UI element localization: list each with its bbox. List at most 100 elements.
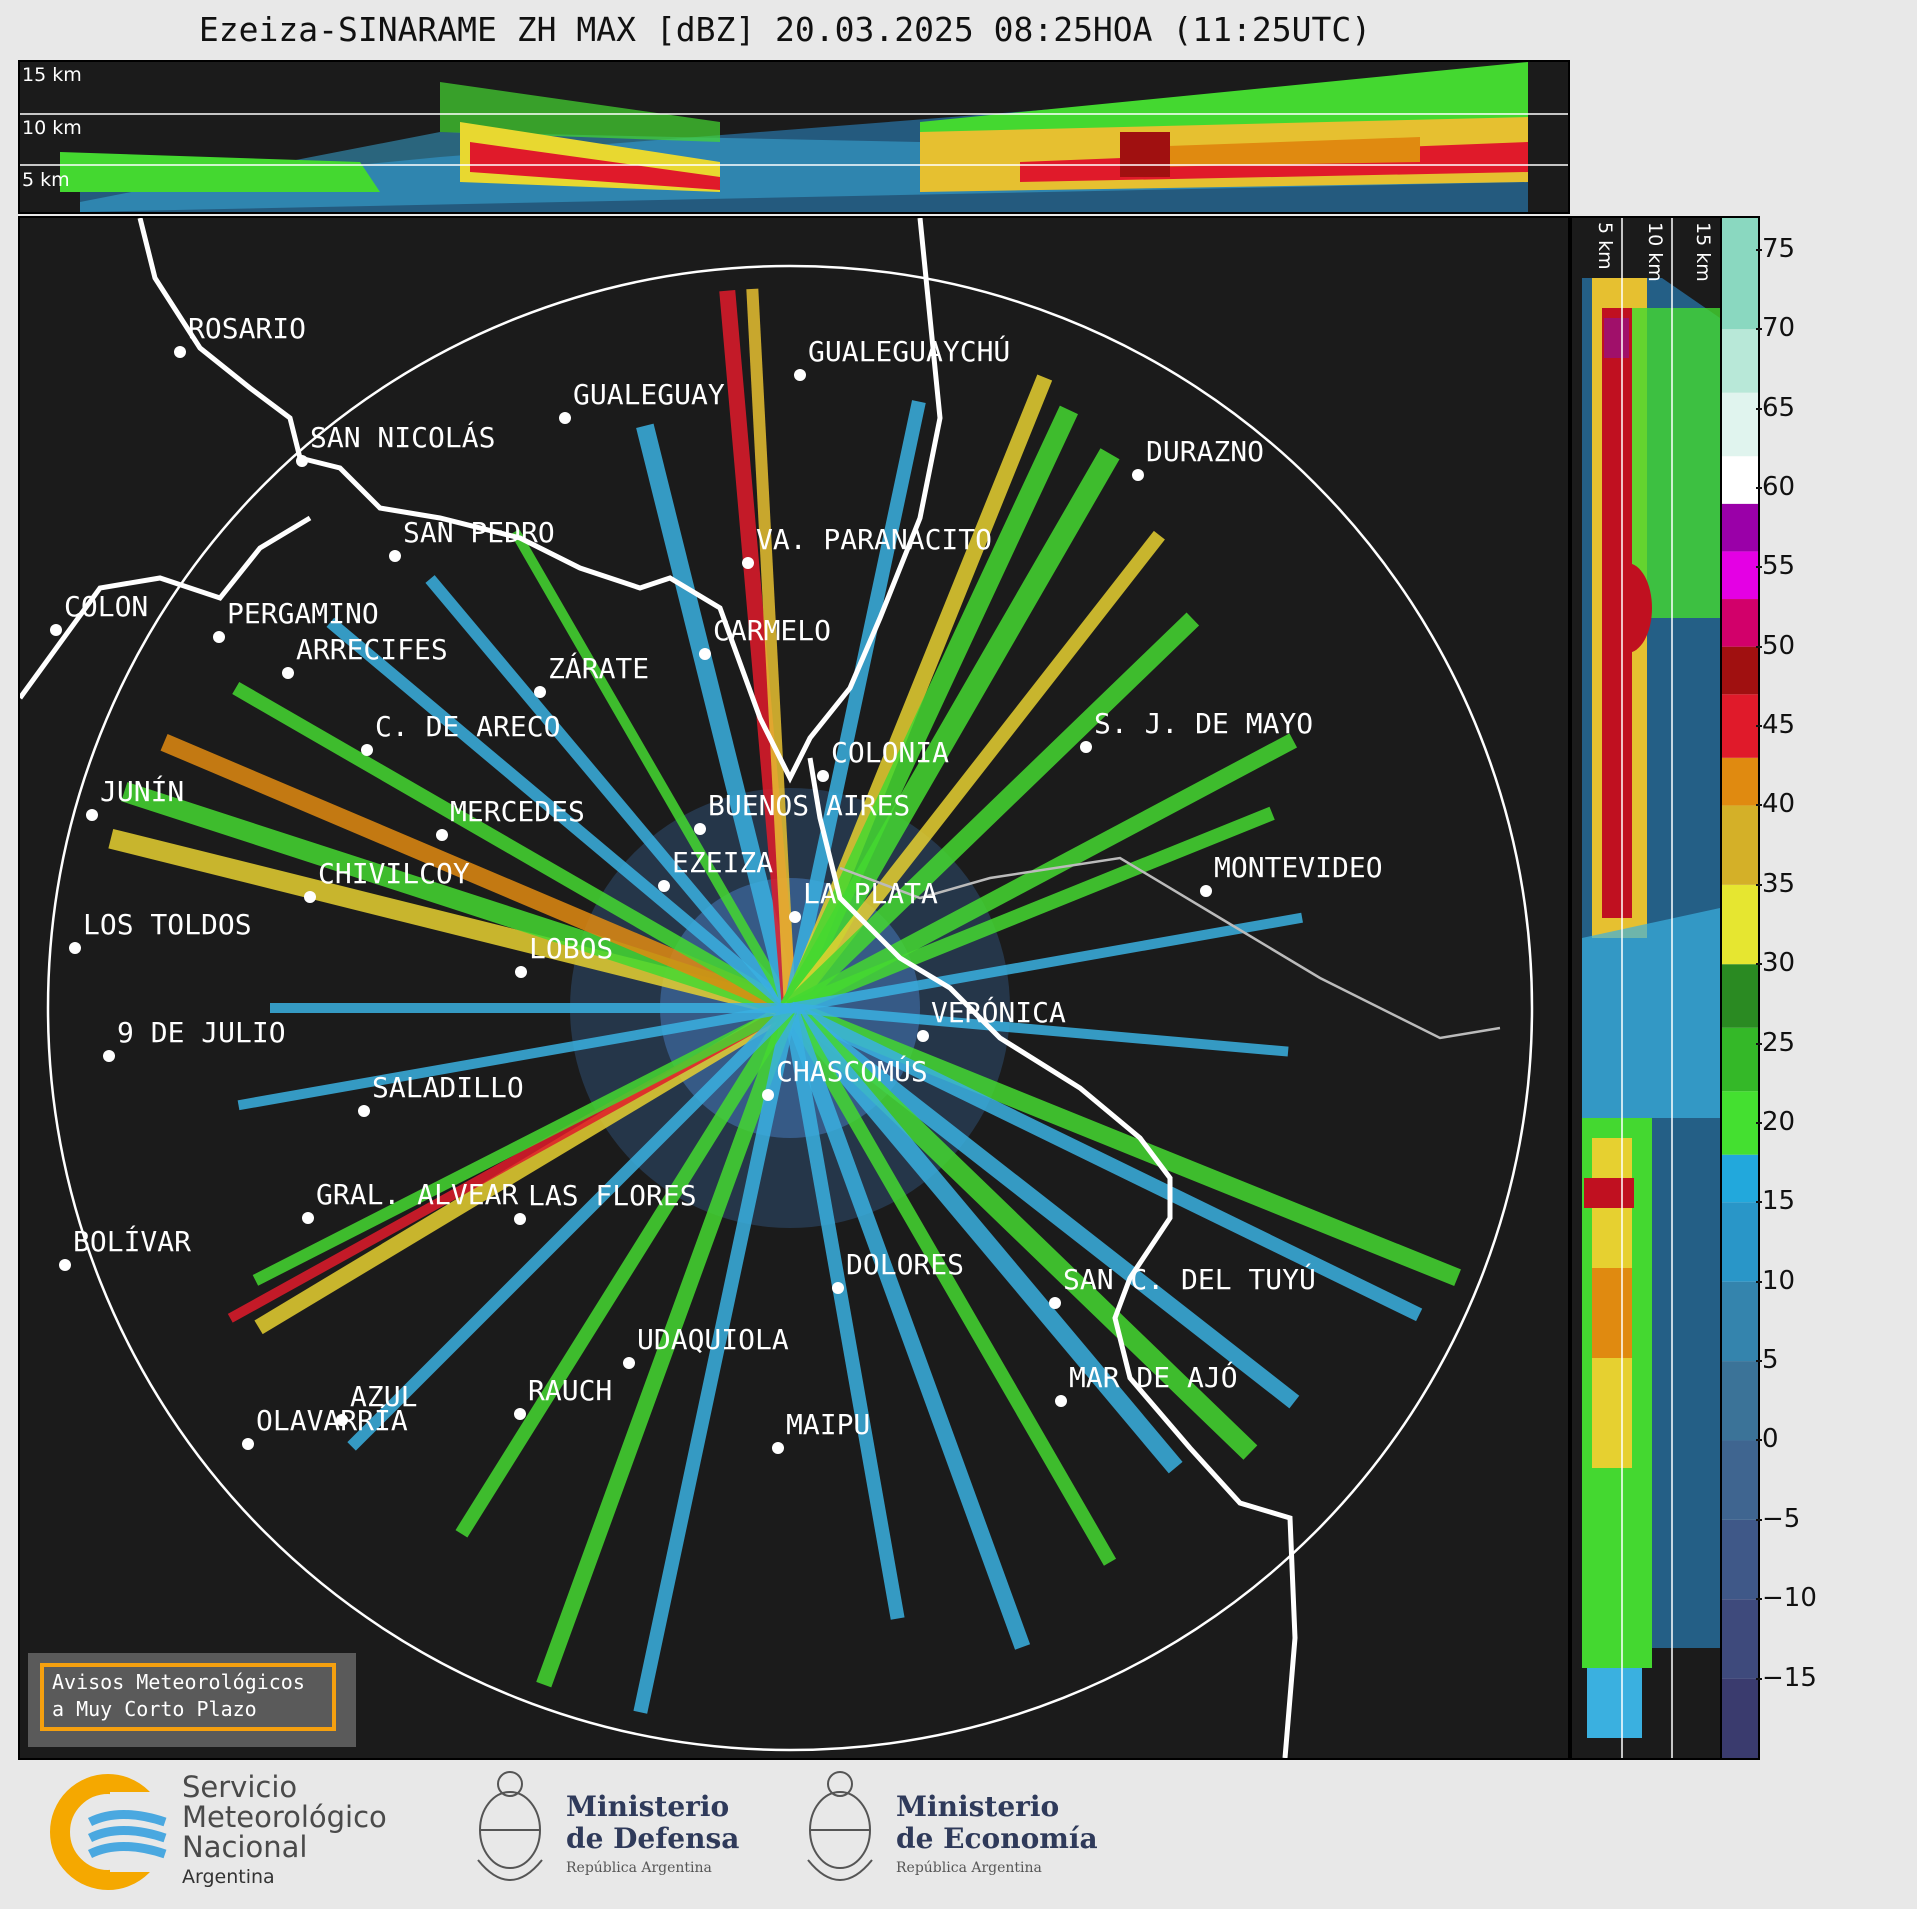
city-marker (515, 966, 527, 978)
city-label: MERCEDES (450, 795, 585, 828)
economia-line-1: Ministerio (896, 1790, 1060, 1823)
radar-echo-ray (787, 806, 1275, 1015)
radar-echo-ray (786, 999, 1461, 1287)
map-title: Ezeiza-SINARAME ZH MAX [dBZ] 20.03.2025 … (198, 10, 1372, 49)
city-label: DOLORES (846, 1248, 965, 1281)
city-label: EZEIZA (672, 846, 774, 879)
city-marker (514, 1408, 526, 1420)
radar-echo-ray (347, 1003, 795, 1451)
colorbar-segment (1722, 694, 1758, 758)
colorbar-segment (1722, 1599, 1758, 1679)
economia-seal-icon (807, 1771, 873, 1881)
city-label: MAIPU (786, 1408, 871, 1441)
colorbar-tick-label: 35 (1755, 868, 1796, 899)
city-label: RAUCH (528, 1374, 613, 1407)
smn-line-3: Nacional (182, 1830, 308, 1864)
radar-echo-ray (536, 1005, 798, 1688)
warning-line-1: Avisos Meteorológicos (52, 1670, 305, 1694)
city-label: C. DE ARECO (375, 710, 561, 743)
colorbar-tick-label: −5 (1755, 1503, 1801, 1534)
colorbar-segment (1722, 1091, 1758, 1155)
defensa-line-3: República Argentina (566, 1860, 712, 1876)
city-marker (69, 942, 81, 954)
colorbar-segment (1722, 1281, 1758, 1362)
colorbar-segment (1722, 1202, 1758, 1282)
radar-echo-ray (783, 1006, 905, 1620)
colorbar-segment (1722, 1678, 1758, 1758)
city-label: COLONIA (831, 736, 950, 769)
radar-map-plot (20, 218, 1534, 1758)
colorbar-segment (1722, 329, 1758, 393)
city-marker (103, 1050, 115, 1062)
radar-echo-ray (232, 681, 794, 1015)
colorbar-tick-label: 15 (1755, 1186, 1796, 1217)
colorbar-tick-label: −15 (1756, 1662, 1817, 1693)
radar-echo-ray (786, 1001, 1423, 1322)
city-label: CHIVILCOY (318, 857, 470, 890)
city-marker (59, 1259, 71, 1271)
city-marker (1049, 1297, 1061, 1309)
colorbar-tick-label: 45 (1755, 710, 1796, 741)
radar-echo-ray (782, 1005, 1031, 1650)
radar-echo-rays (108, 288, 1461, 1714)
economia-line-2: de Economía (896, 1822, 1098, 1855)
radar-echo-ray (510, 529, 795, 1011)
city-marker (817, 770, 829, 782)
economia-logo: Ministerio de Economía República Argenti… (800, 1760, 1100, 1900)
defensa-logo: Ministerio de Defensa República Argentin… (470, 1760, 770, 1900)
smn-emblem-icon (50, 1774, 170, 1890)
radar-echo-ray (780, 448, 1120, 1014)
defensa-seal-icon (477, 1771, 543, 1881)
colorbar-tick-label: 5 (1756, 1345, 1779, 1376)
city-label: ARRECIFES (296, 633, 448, 666)
radar-echo-ray (783, 612, 1200, 1015)
radar-echo-ray (786, 733, 1298, 1016)
city-marker (832, 1282, 844, 1294)
smn-line-2: Meteorológico (182, 1800, 387, 1834)
colorbar-tick-label: 70 (1755, 313, 1796, 344)
city-label: GUALEGUAYCHÚ (808, 335, 1011, 368)
city-marker (1055, 1395, 1067, 1407)
warning-line-2: a Muy Corto Plazo (52, 1697, 257, 1721)
colorbar-tick-label: 50 (1755, 630, 1796, 661)
radar-map-panel: ROSARIO GUALEGUAYCHÚ GUALEGUAY SAN NICOLÁS D… (18, 216, 1570, 1760)
colorbar-segment (1722, 757, 1758, 806)
city-marker (361, 744, 373, 756)
colorbar-segment (1722, 1440, 1758, 1520)
colorbar-segment (1722, 392, 1758, 457)
dbz-colorbar (1720, 216, 1760, 1760)
top-cross-section-panel: 15 km 10 km 5 km (18, 60, 1570, 214)
city-label: LAS FLORES (528, 1179, 697, 1212)
city-label: MAR DE AJÓ (1069, 1361, 1238, 1394)
city-marker (358, 1105, 370, 1117)
city-label: SAN NICOLÁS (310, 421, 496, 454)
city-marker (762, 1089, 774, 1101)
city-marker (534, 686, 546, 698)
city-label: LOS TOLDOS (83, 908, 252, 941)
city-marker (772, 1442, 784, 1454)
city-marker (389, 550, 401, 562)
side-cross-section-plot (1582, 218, 1720, 1758)
coast-uruguay (839, 856, 1501, 1040)
radar-echo-ray (326, 617, 794, 1013)
city-marker (1080, 741, 1092, 753)
colorbar-segment (1722, 1519, 1758, 1600)
radar-echo-ray (784, 530, 1165, 1013)
colorbar-segment (1722, 1154, 1758, 1203)
city-label: 9 DE JULIO (117, 1016, 286, 1049)
city-marker (1132, 469, 1144, 481)
city-label: OLAVARRÍA (256, 1404, 408, 1437)
warning-box-frame[interactable]: Avisos Meteorológicos a Muy Corto Plazo (40, 1663, 336, 1731)
radar-echo-ray (455, 1004, 796, 1538)
city-marker (174, 346, 186, 358)
colorbar-tick-label: 40 (1755, 789, 1796, 820)
colorbar-tick-label: 55 (1755, 551, 1796, 582)
city-marker (296, 455, 308, 467)
side-altitude-5km: 5 km (1594, 222, 1616, 270)
warning-box[interactable]: Avisos Meteorológicos a Muy Corto Plazo (28, 1653, 356, 1747)
radar-echo-ray (425, 575, 795, 1012)
city-label: VERÓNICA (931, 996, 1066, 1029)
city-label: GUALEGUAY (573, 378, 725, 411)
colorbar-segment (1722, 551, 1758, 600)
colorbar-segment (1722, 964, 1758, 1028)
